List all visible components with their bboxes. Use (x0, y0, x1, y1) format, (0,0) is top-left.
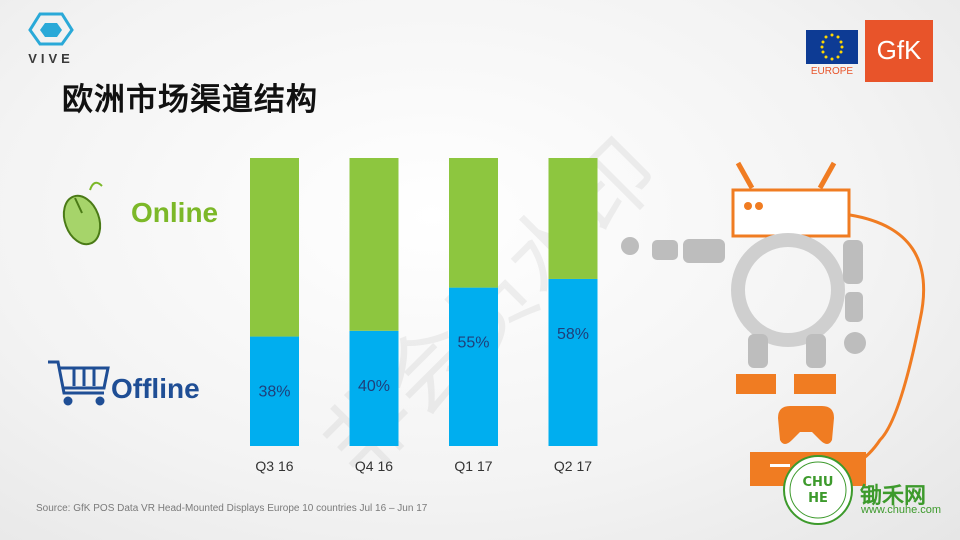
robot-illustration (621, 161, 926, 486)
x-tick-label: Q1 17 (454, 458, 492, 474)
eu-logo: EUROPE (806, 30, 858, 80)
shopping-cart-icon (48, 360, 110, 406)
vive-wordmark: VIVE (28, 51, 74, 66)
bar-offline-0 (250, 336, 299, 446)
x-tick-label: Q2 17 (554, 458, 592, 474)
europe-label: EUROPE (810, 66, 854, 77)
vive-logo-icon (28, 12, 74, 46)
bar-online-0 (250, 158, 299, 337)
data-label: 58% (557, 326, 589, 343)
legend-offline: Offline (111, 373, 200, 404)
gfk-logo: GfK (865, 20, 933, 82)
data-label: 38% (258, 384, 290, 401)
legend-online: Online (131, 197, 219, 228)
source-note: Source: GfK POS Data VR Head-Mounted Dis… (36, 503, 428, 514)
chuhe-name: 锄禾网 (860, 484, 927, 509)
chuhe-seal-icon: CHU HE (783, 455, 853, 525)
watermark: 非会员水印 (303, 121, 679, 496)
svg-text:HE: HE (808, 491, 828, 506)
svg-text:CHU: CHU (803, 475, 834, 490)
eu-flag-icon (806, 30, 858, 64)
page-title: 欧洲市场渠道结构 (62, 82, 318, 118)
vive-logo: VIVE (16, 12, 86, 66)
x-tick-label: Q3 16 (255, 458, 293, 474)
mouse-icon (62, 181, 103, 246)
chuhe-url: www.chuhe.com (861, 504, 942, 516)
bar-online-1 (349, 158, 399, 331)
